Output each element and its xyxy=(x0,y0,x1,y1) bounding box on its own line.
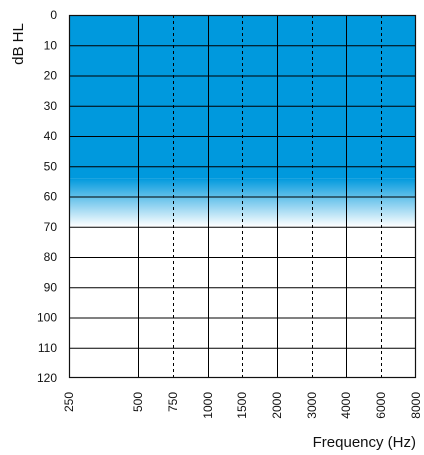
x-tick-label: 750 xyxy=(166,392,180,412)
x-tick-label: 6000 xyxy=(374,392,388,419)
y-tick-label: 100 xyxy=(37,311,57,325)
shaded-region-solid xyxy=(69,15,416,179)
y-axis-ticks: 0 10 20 30 40 50 60 70 80 90 100 110 120 xyxy=(37,8,57,385)
y-tick-label: 30 xyxy=(44,99,58,113)
y-tick-label: 110 xyxy=(38,341,57,355)
y-tick-label: 40 xyxy=(44,129,58,143)
y-tick-label: 50 xyxy=(44,159,58,173)
y-tick-label: 90 xyxy=(44,280,58,294)
x-tick-label: 1500 xyxy=(235,392,249,419)
y-tick-label: 120 xyxy=(37,371,57,385)
x-tick-label: 8000 xyxy=(409,392,423,419)
x-tick-label: 1000 xyxy=(201,392,215,419)
y-tick-label: 60 xyxy=(44,190,58,204)
x-tick-label: 3000 xyxy=(305,392,319,419)
y-axis-title: dB HL xyxy=(10,23,27,65)
y-tick-label: 20 xyxy=(44,69,58,83)
x-tick-label: 250 xyxy=(62,392,76,412)
grid xyxy=(68,14,417,379)
y-tick-label: 70 xyxy=(44,220,58,234)
y-tick-label: 0 xyxy=(50,8,57,22)
y-tick-label: 80 xyxy=(44,250,58,264)
plot-frame xyxy=(68,14,417,379)
x-axis-title: Frequency (Hz) xyxy=(313,434,416,451)
x-tick-label: 4000 xyxy=(339,392,353,419)
y-tick-label: 10 xyxy=(44,38,58,52)
x-tick-label: 500 xyxy=(131,392,145,412)
x-axis-ticks: 250 500 750 1000 1500 2000 3000 4000 6000 8000 xyxy=(62,392,423,419)
x-tick-label: 2000 xyxy=(270,392,284,419)
